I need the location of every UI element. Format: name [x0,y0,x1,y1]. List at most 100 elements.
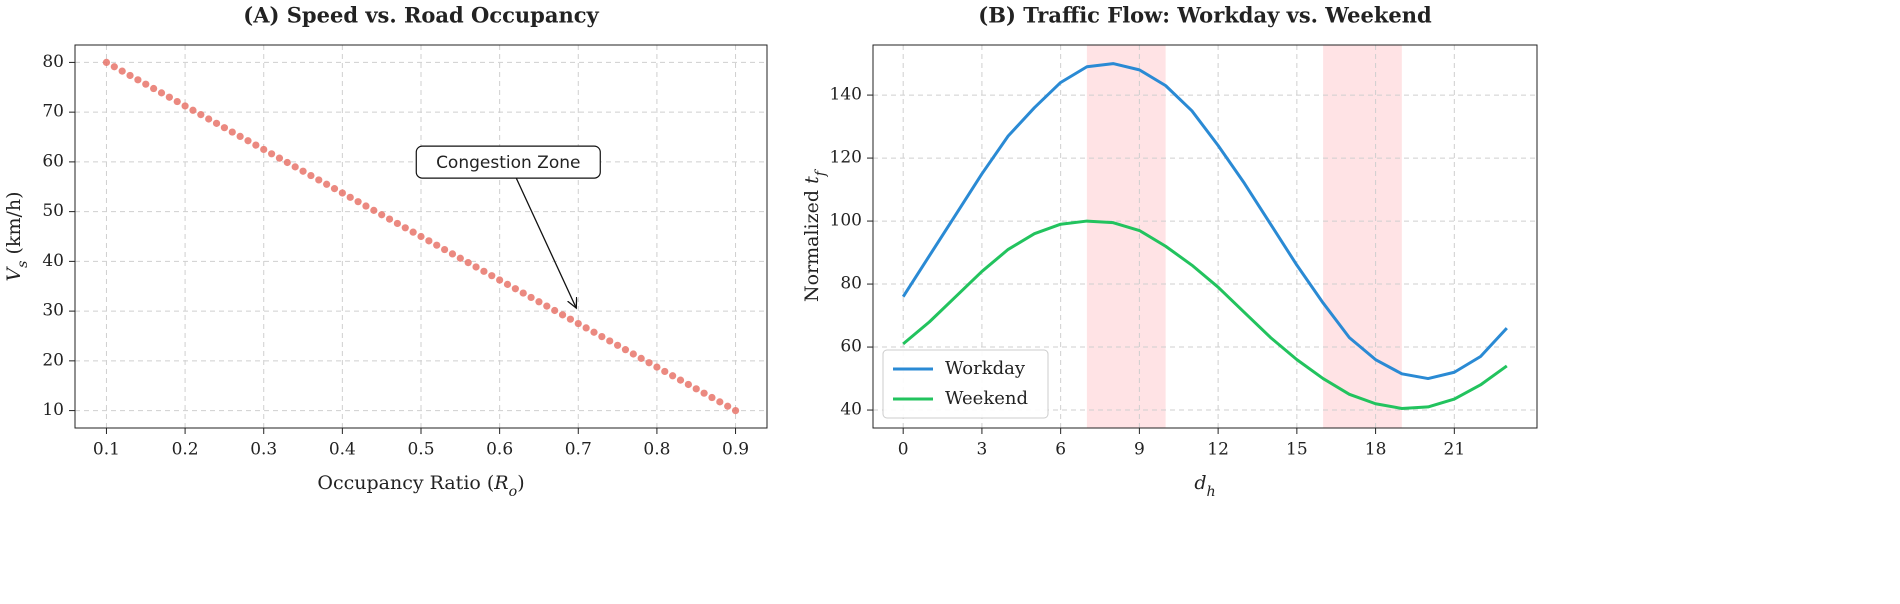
scatter-point [134,76,142,84]
scatter-point [676,376,685,384]
scatter-point [527,293,535,302]
x-tick-label: 9 [1134,440,1145,460]
scatter-point [558,311,567,319]
scatter-point [315,176,323,184]
scatter-point [598,333,606,341]
chart-title: (A) Speed vs. Road Occupancy [243,3,599,28]
scatter-point [621,346,630,354]
scatter-point [378,211,386,219]
scatter-point [393,219,402,228]
scatter-point [590,328,598,336]
scatter-point [409,228,417,236]
y-tick-label: 120 [830,148,862,168]
subplot: 0.1 0.2 0.3 0.4 0.5 0.6 0.7 0.8 0.9 10 20 30 40 50 60 7… [3,3,768,500]
highlight-span [1323,45,1402,428]
x-tick-label: 0.2 [172,440,199,460]
scatter-point [102,58,111,67]
scatter-point [574,319,582,328]
scatter-point [323,180,331,188]
scatter-point [212,119,221,127]
x-tick-label: 0.6 [486,440,513,460]
scatter-point [661,367,669,376]
y-tick-label: 40 [840,400,862,420]
annotation-arrow [515,177,576,308]
scatter-point [669,372,677,380]
highlight-span [1086,45,1166,428]
y-tick-label: 20 [42,350,64,370]
scatter-point [417,232,425,241]
scatter-point [731,406,740,415]
y-tick-label: 60 [840,337,862,357]
scatter-point [118,67,126,75]
scatter-point [519,289,527,297]
axes-frame [872,44,1538,429]
scatter-point [330,185,339,193]
x-tick-label: 0.3 [250,440,277,460]
scatter-point [157,89,166,97]
scatter-point [606,337,614,345]
scatter-point [354,198,362,206]
scatter-point [370,206,378,214]
y-tick-label: 80 [840,274,862,294]
legend-box [882,349,1049,419]
x-tick-label: 15 [1286,440,1308,460]
line-series [901,62,1508,381]
x-tick-label: 12 [1207,440,1229,460]
legend-label: Weekend [945,388,1028,409]
y-tick-label: 50 [42,201,64,221]
scatter-point [684,380,692,389]
scatter-point [260,145,268,154]
scatter-point [267,150,276,158]
scatter-point [189,106,197,114]
x-tick-label: 0.1 [93,440,120,460]
scatter-point [291,163,299,171]
x-tick-label: 0.7 [565,440,592,460]
scatter-point [716,398,724,406]
scatter-point [142,80,150,88]
scatter-point [401,224,409,232]
x-tick-label: 21 [1444,440,1466,460]
scatter-point [165,93,173,101]
scatter-point [110,63,118,71]
x-tick-label: 3 [977,440,988,460]
scatter-point [307,171,315,180]
scatter-point [503,280,512,288]
scatter-point [488,272,496,280]
scatter-point [551,306,559,315]
scatter-point [613,341,622,349]
chart-title: (B) Traffic Flow: Workday vs. Weekend [978,3,1432,28]
x-tick-label: 0.4 [329,440,356,460]
legend-label: Workday [945,358,1026,379]
annotation-box [415,145,601,179]
y-tick-label: 100 [830,211,862,231]
scatter-point [425,237,433,245]
scatter-point [440,245,449,254]
scatter-point [220,124,229,132]
scatter-point [299,167,307,175]
scatter-point [629,350,637,358]
scatter-point [472,263,480,271]
scatter-point [150,84,158,93]
scatter-point [448,250,457,258]
scatter-point [566,315,575,323]
scatter-point [653,363,661,371]
scatter-point [283,158,291,167]
scatter-point [385,215,394,223]
scatter-point [244,137,252,145]
y-tick-label: 70 [42,102,64,122]
scatter-point [496,276,504,284]
scatter-point [236,132,244,140]
x-tick-label: 18 [1365,440,1387,460]
scatter-point [637,354,645,362]
scatter-point [535,298,543,306]
scatter-point [126,71,134,80]
scatter-point [181,102,189,110]
scatter-point [464,259,472,267]
y-tick-label: 30 [42,301,64,321]
x-tick-label: 0.5 [407,440,434,460]
scatter-point [362,202,370,210]
scatter-point [456,254,464,262]
y-axis-label: Vs (km/h) [3,191,31,281]
scatter-point [700,389,708,397]
